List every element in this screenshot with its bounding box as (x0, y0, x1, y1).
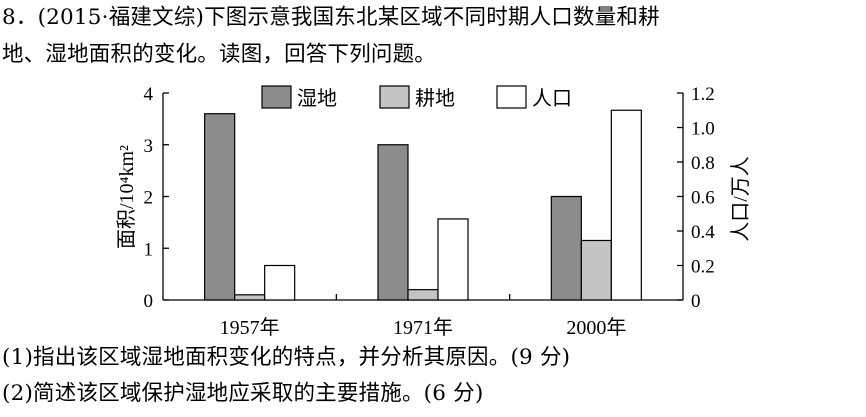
right-axis-title: 人口/万人 (729, 156, 752, 242)
left-axis-title: 面积/10⁴km² (115, 145, 138, 249)
legend: 湿地 耕地 人口 (261, 85, 572, 110)
question-part-1: (1)指出该区域湿地面积变化的特点，并分析其原因。(9 分) (2, 345, 571, 370)
legend-label: 湿地 (297, 87, 337, 110)
question-part-2: (2)简述该区域保护湿地应采取的主要措施。(6 分) (2, 381, 484, 406)
left-tick-label: 1 (144, 239, 154, 260)
right-tick-label: 0.8 (691, 153, 715, 174)
legend-label: 人口 (532, 87, 572, 110)
question-intro-line-2: 地、湿地面积的变化。读图，回答下列问题。 (2, 42, 437, 67)
x-category-label: 1971年 (393, 316, 453, 339)
bar-人口-1971年 (437, 218, 469, 301)
question-intro-line-1: 8．(2015·福建文综)下图示意我国东北某区域不同时期人口数量和耕 (2, 5, 660, 30)
bar-人口-2000年 (610, 109, 642, 301)
right-tick-label: 0.4 (691, 222, 715, 243)
right-tick-label: 0.2 (691, 257, 715, 278)
legend-swatch-耕地 (379, 85, 410, 109)
right-tick-label: 1.2 (691, 84, 715, 105)
left-tick-label: 2 (144, 188, 154, 209)
bar-耕地-2000年 (580, 239, 612, 301)
legend-swatch-人口 (496, 85, 527, 109)
legend-swatch-湿地 (261, 85, 292, 109)
legend-label: 耕地 (415, 87, 455, 110)
left-tick-label: 3 (144, 136, 154, 157)
bar-耕地-1957年 (234, 294, 266, 301)
population-land-chart: 0 1 2 3 4 0 0.2 0.4 0.6 0.8 1.0 1.2 1957年 1971年 2000… (115, 84, 752, 339)
x-category-label: 1957年 (220, 316, 280, 339)
right-tick-label: 0.6 (691, 188, 715, 209)
right-tick-label: 1.0 (691, 119, 715, 140)
left-tick-label: 4 (144, 84, 154, 105)
bar-湿地-2000年 (550, 195, 582, 301)
bar-人口-1957年 (264, 264, 296, 301)
x-category-label: 2000年 (566, 316, 626, 339)
right-tick-label: 0 (691, 291, 701, 312)
bar-湿地-1971年 (377, 144, 409, 301)
left-tick-label: 0 (144, 291, 154, 312)
bar-湿地-1957年 (204, 113, 236, 301)
bar-耕地-1971年 (407, 289, 439, 301)
